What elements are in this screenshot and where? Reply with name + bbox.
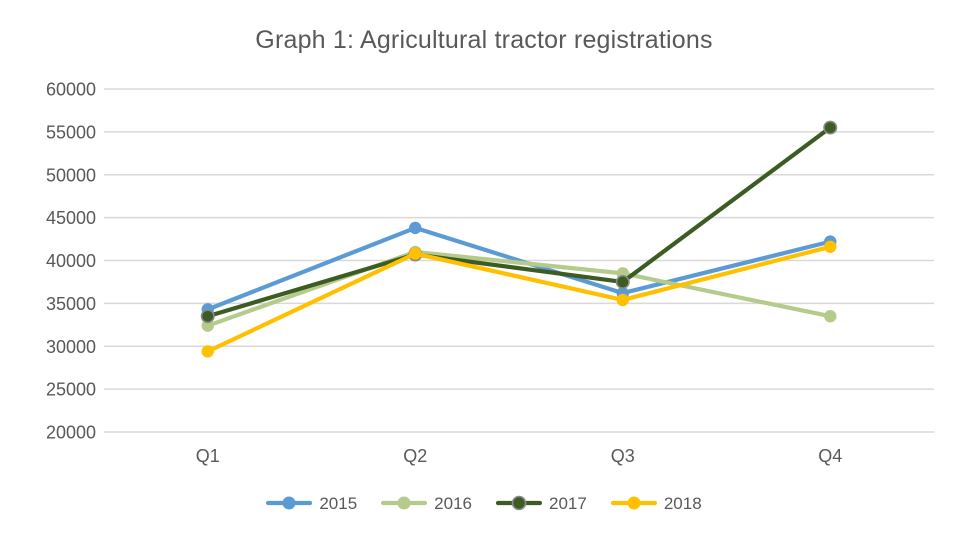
data-point-marker-2018-Q1 bbox=[201, 345, 214, 358]
legend-label: 2015 bbox=[319, 493, 358, 513]
data-point-marker-2018-Q2 bbox=[409, 247, 422, 260]
legend-marker-icon bbox=[266, 496, 313, 510]
legend-marker-icon bbox=[610, 496, 657, 510]
data-point-marker-2015-Q2 bbox=[409, 221, 422, 235]
legend-item-2015: 2015 bbox=[266, 495, 357, 512]
legend-marker-dot bbox=[282, 496, 296, 510]
data-point-marker-2016-Q1 bbox=[201, 319, 214, 332]
legend-marker-dot bbox=[511, 495, 527, 511]
y-axis-tick-label: 25000 bbox=[46, 380, 96, 400]
legend-item-2018: 2018 bbox=[610, 493, 702, 513]
y-axis-tick-label: 60000 bbox=[46, 80, 96, 100]
y-axis-tick-label: 50000 bbox=[46, 165, 96, 185]
y-axis-tick-label: 35000 bbox=[46, 294, 96, 314]
data-point-marker-2016-Q4 bbox=[824, 310, 837, 323]
legend-item-2017: 2017 bbox=[496, 495, 587, 512]
legend-label: 2018 bbox=[663, 493, 702, 513]
series-line-2015 bbox=[205, 225, 833, 312]
x-axis-category-label: Q3 bbox=[611, 446, 635, 466]
plot-area: 60000 55000 50000 45000 40000 35000 30000 25000… bbox=[46, 80, 934, 466]
series-line-2016 bbox=[205, 249, 833, 328]
legend-marker-icon bbox=[496, 495, 542, 511]
data-point-marker-2017-Q1 bbox=[200, 309, 215, 324]
legend: 2015 2016 2017 2018 bbox=[0, 490, 968, 516]
y-axis-tick-label: 20000 bbox=[46, 423, 96, 443]
y-axis-tick-label: 45000 bbox=[46, 208, 96, 228]
legend-marker-icon bbox=[381, 496, 428, 510]
legend-marker-dot bbox=[627, 496, 641, 510]
legend-marker-dot bbox=[397, 496, 411, 510]
data-point-marker-2018-Q3 bbox=[616, 293, 629, 307]
legend-item-2016: 2016 bbox=[381, 495, 472, 512]
y-axis-tick-label: 55000 bbox=[46, 122, 96, 142]
legend-label: 2017 bbox=[549, 493, 587, 513]
y-axis-tick-label: 30000 bbox=[46, 337, 96, 357]
legend-label: 2016 bbox=[434, 493, 472, 513]
y-axis-tick-label: 40000 bbox=[46, 251, 96, 271]
data-point-marker-2017-Q4 bbox=[823, 120, 838, 135]
series-line-2018 bbox=[205, 244, 833, 354]
data-point-marker-2017-Q3 bbox=[615, 274, 630, 289]
x-axis-category-label: Q2 bbox=[403, 446, 427, 466]
x-axis-category-label: Q4 bbox=[818, 446, 842, 466]
data-point-marker-2018-Q4 bbox=[824, 240, 837, 253]
x-axis-category-label: Q1 bbox=[196, 446, 220, 466]
chart-title: Graph 1: Agricultural tractor registrati… bbox=[255, 26, 713, 54]
series-line-2017 bbox=[205, 125, 833, 319]
